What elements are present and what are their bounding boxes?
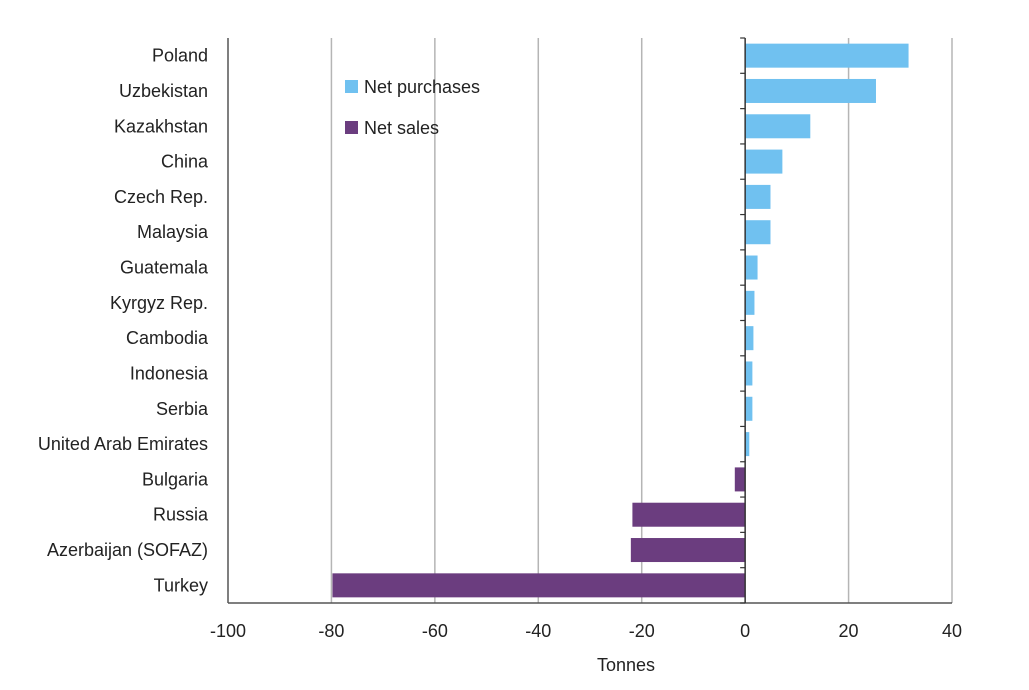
bar-indonesia: [745, 361, 753, 386]
category-label-kazakhstan: Kazakhstan: [114, 116, 208, 136]
bar-russia: [632, 502, 746, 527]
bar-china: [745, 149, 783, 174]
x-tick-label-3: -40: [525, 621, 551, 641]
bar-kazakhstan: [745, 114, 811, 139]
legend: Net purchases Net sales: [345, 77, 480, 138]
category-label-serbia: Serbia: [156, 399, 209, 419]
category-label-bulgaria: Bulgaria: [142, 469, 209, 489]
legend-swatch-net-purchases: [345, 80, 358, 93]
legend-label-net-purchases: Net purchases: [364, 77, 480, 97]
bar-kyrgyz-rep: [745, 290, 755, 315]
gridlines: [330, 38, 953, 603]
bar-united-arab-emirates: [745, 432, 750, 457]
legend-label-net-sales: Net sales: [364, 118, 439, 138]
category-label-poland: Poland: [152, 46, 208, 66]
bar-bulgaria: [734, 467, 746, 492]
bar-cambodia: [745, 326, 754, 351]
category-label-kyrgyz-rep: Kyrgyz Rep.: [110, 293, 208, 313]
x-tick-label-4: -20: [629, 621, 655, 641]
category-label-malaysia: Malaysia: [137, 222, 209, 242]
x-tick-label-7: 40: [942, 621, 962, 641]
bar-serbia: [745, 396, 753, 421]
x-tick-label-5: 0: [740, 621, 750, 641]
bar-guatemala: [745, 255, 758, 280]
bar-uzbekistan: [745, 78, 876, 103]
category-label-guatemala: Guatemala: [120, 258, 209, 278]
x-tick-label-2: -60: [422, 621, 448, 641]
bar-turkey: [332, 573, 746, 598]
category-labels: Poland Uzbekistan Kazakhstan China Czech Rep…: [38, 46, 209, 596]
category-label-russia: Russia: [153, 505, 209, 525]
category-label-china: China: [161, 152, 209, 172]
x-tick-label-0: -100: [210, 621, 246, 641]
bar-azerbaijan-sofaz: [630, 538, 746, 563]
category-label-turkey: Turkey: [154, 575, 208, 595]
category-label-azerbaijan-sofaz: Azerbaijan (SOFAZ): [47, 540, 208, 560]
category-label-united-arab-emirates: United Arab Emirates: [38, 434, 208, 454]
category-label-indonesia: Indonesia: [130, 363, 209, 383]
category-label-cambodia: Cambodia: [126, 328, 209, 348]
bar-czech-rep: [745, 184, 771, 209]
bar-malaysia: [745, 220, 771, 245]
axes: [227, 37, 952, 604]
x-axis-title: Tonnes: [597, 655, 655, 675]
tick-labels: -100 -80 -60 -40 -20 0 20 40: [210, 621, 962, 641]
category-label-uzbekistan: Uzbekistan: [119, 81, 208, 101]
bar-poland: [745, 43, 909, 68]
legend-swatch-net-sales: [345, 121, 358, 134]
category-label-czech-rep: Czech Rep.: [114, 187, 208, 207]
x-tick-label-1: -80: [318, 621, 344, 641]
x-tick-label-6: 20: [839, 621, 859, 641]
bars: [332, 43, 909, 598]
